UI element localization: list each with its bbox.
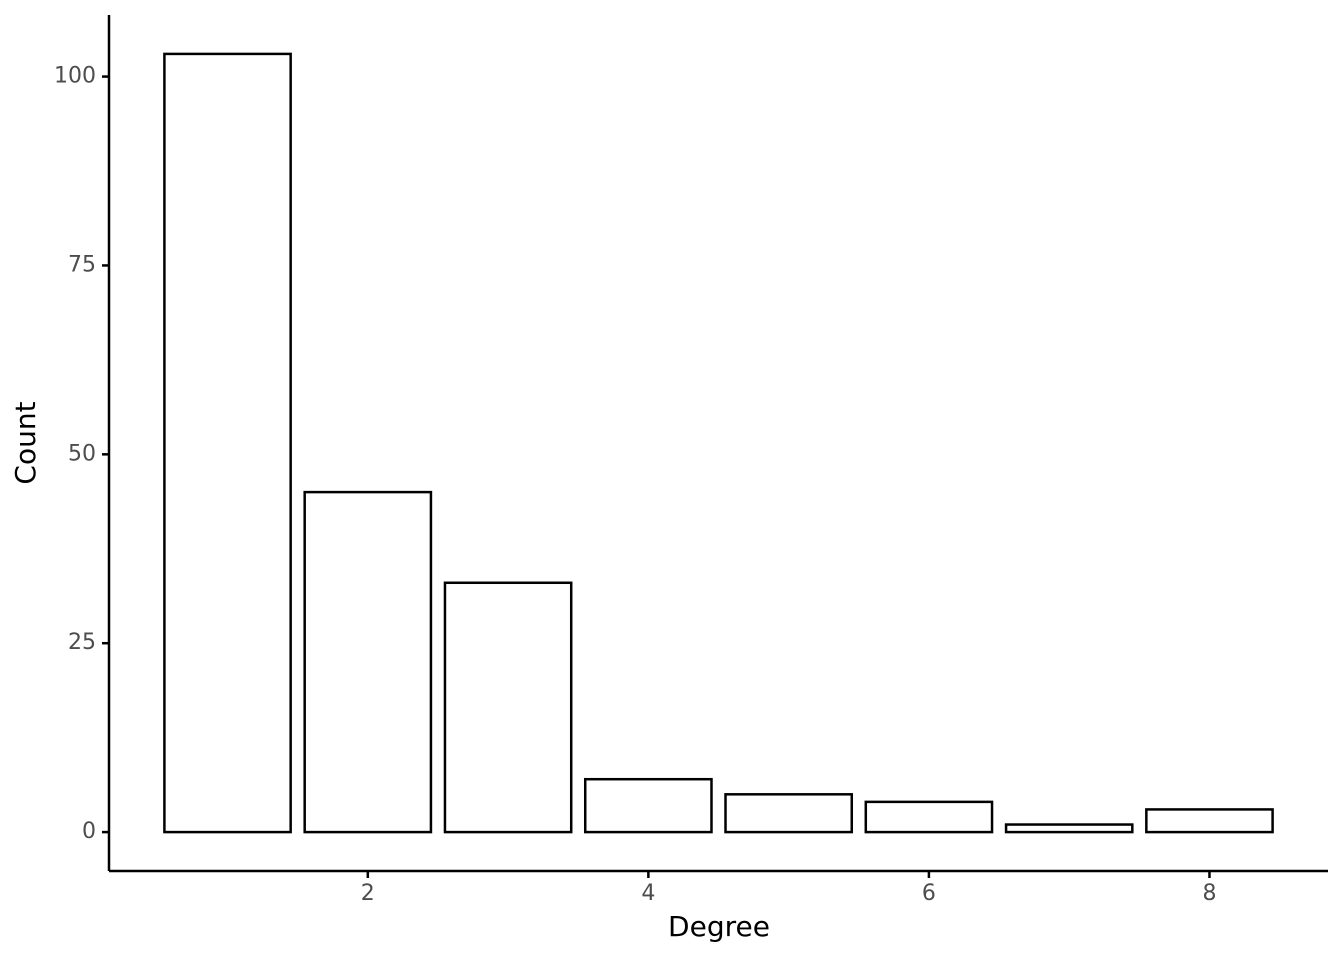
y-tick-label: 75 [68, 252, 96, 277]
x-tick-label: 8 [1202, 881, 1216, 906]
bar [443, 581, 573, 834]
x-axis-title: Degree [668, 910, 770, 943]
y-tick-label: 100 [54, 64, 96, 89]
bar [583, 777, 713, 834]
y-tick-label: 25 [68, 630, 96, 655]
x-tick-label: 2 [361, 881, 375, 906]
bar [1004, 823, 1134, 834]
bar [724, 793, 854, 834]
y-tick-label: 50 [68, 441, 96, 466]
bar [163, 52, 292, 834]
bar [303, 490, 433, 834]
x-tick-label: 6 [922, 881, 936, 906]
bar [864, 800, 994, 834]
bar [1145, 808, 1274, 834]
y-axis-title: Count [9, 401, 42, 484]
x-tick-label: 4 [641, 881, 655, 906]
y-tick-label: 0 [82, 819, 96, 844]
